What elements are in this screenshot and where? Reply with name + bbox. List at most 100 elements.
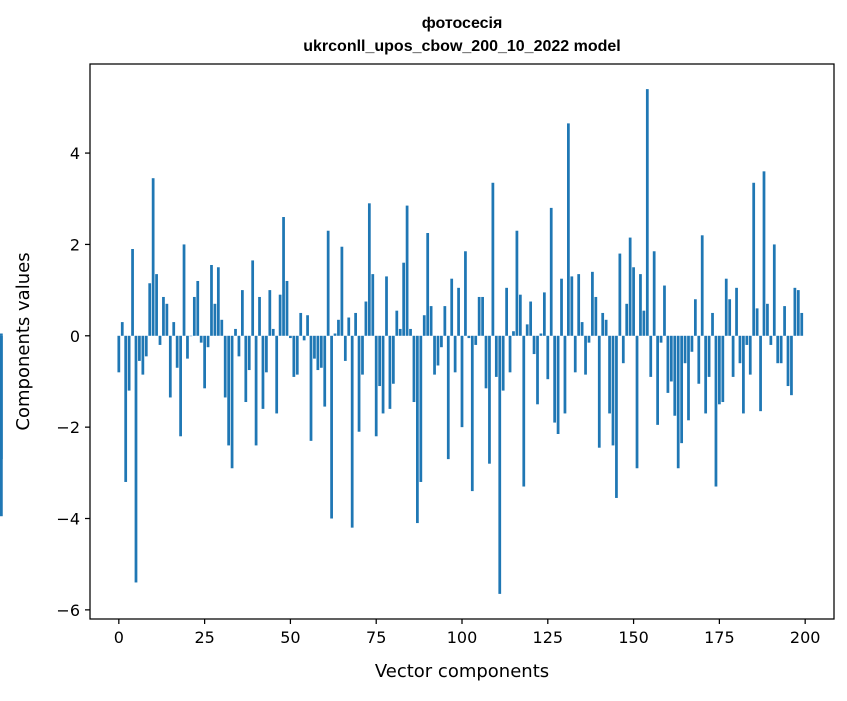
x-tick-label: 125 [533,628,564,647]
bar [467,336,470,338]
bar [392,336,395,384]
bar [570,276,573,335]
bar [227,336,230,446]
bar [443,306,446,336]
bar [406,206,409,336]
bar [268,290,271,336]
bar [540,334,543,336]
bar [735,288,738,336]
bar [186,336,189,359]
x-tick-label: 200 [790,628,821,647]
bar [780,336,783,363]
bar [550,208,553,336]
bar [207,336,210,347]
bar [752,183,755,336]
bar [660,336,663,343]
chart-title: фотосесія [422,15,503,32]
bar [224,336,227,398]
bar [519,295,522,336]
y-tick-label: −4 [56,510,80,529]
bar [687,336,690,421]
bar [282,217,285,336]
x-tick-label: 0 [114,628,124,647]
bar [718,336,721,405]
bar [399,329,402,336]
bar [275,336,278,414]
bar [334,334,337,336]
bar [763,171,766,335]
bar [152,178,155,336]
bar [588,336,591,343]
bar [797,290,800,336]
bar [749,336,752,375]
bar [680,336,683,443]
bar [244,336,247,402]
bar [488,336,491,464]
bar [553,336,556,423]
bar [200,336,203,343]
bar [231,336,234,468]
bar [618,254,621,336]
bar [543,292,546,335]
bar [382,336,385,414]
bar [629,238,632,336]
bar [529,302,532,336]
bar [138,336,141,361]
bar [492,183,495,336]
bar [203,336,206,389]
bar [564,336,567,414]
bar [505,288,508,336]
bar [124,336,127,482]
bar [697,336,700,384]
bar [474,336,477,345]
bar [378,336,381,386]
bar [375,336,378,436]
bar [608,336,611,414]
bar [220,320,223,336]
bar [670,336,673,382]
bar [238,336,241,357]
bar [745,336,748,345]
bar [522,336,525,487]
bar [433,336,436,375]
bar [739,336,742,363]
bar [117,336,120,373]
bar [533,336,536,354]
bar [794,288,797,336]
bar [210,265,213,336]
y-tick-label: 0 [70,327,80,346]
chart-subtitle: ukrconll_upos_cbow_200_10_2022 model [303,38,620,55]
bar [272,329,275,336]
bar [286,281,289,336]
bar [622,336,625,363]
bar [478,297,481,336]
bar [742,336,745,414]
bar [471,336,474,491]
bar [265,336,268,373]
bar [135,336,138,583]
bar [684,336,687,363]
y-axis-label: Components values [13,252,34,430]
bar [371,274,374,336]
bar [653,251,656,336]
bar [461,336,464,427]
bar [341,247,344,336]
bar [656,336,659,425]
bar [663,286,666,336]
bar [560,279,563,336]
bar [632,267,635,336]
bar [344,336,347,361]
bar [643,311,646,336]
bar [701,235,704,335]
bar [292,336,295,377]
bar [787,336,790,386]
bar [605,320,608,336]
bar [481,297,484,336]
y-tick-label: −6 [56,601,80,620]
bar [649,336,652,377]
bar [131,249,134,336]
bar [316,336,319,370]
bar [169,336,172,398]
bar [526,324,529,335]
